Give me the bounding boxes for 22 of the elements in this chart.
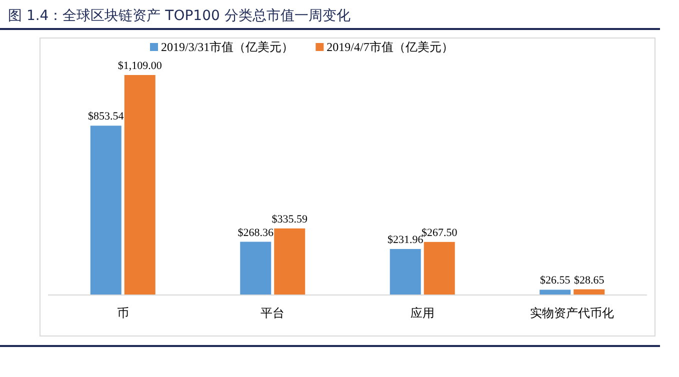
chart-title: 图 1.4：全球区块链资产 TOP100 分类总市值一周变化 [8,8,350,24]
data-label: $268.36 [238,226,274,239]
x-tick-label: 应用 [410,306,434,320]
data-label: $231.96 [388,234,424,246]
legend-label: 2019/4/7市值（亿美元） [326,40,454,54]
bar [274,228,306,295]
bar [90,126,122,295]
bar [424,242,455,295]
data-label: $1,109.00 [118,60,162,72]
legend-label: 2019/3/31市值（亿美元） [161,40,294,54]
bar [540,290,571,295]
x-tick-label: 币 [116,306,129,320]
data-label: $853.54 [88,110,124,123]
x-tick-label: 实物资产代币化 [530,306,614,320]
x-tick-label: 平台 [260,306,285,320]
bar [240,242,272,295]
data-label: $26.55 [540,274,571,287]
data-label: $267.50 [422,226,458,239]
bar [390,248,421,295]
data-label: $28.65 [574,274,605,286]
bar [124,75,156,295]
data-label: $335.59 [272,213,308,226]
